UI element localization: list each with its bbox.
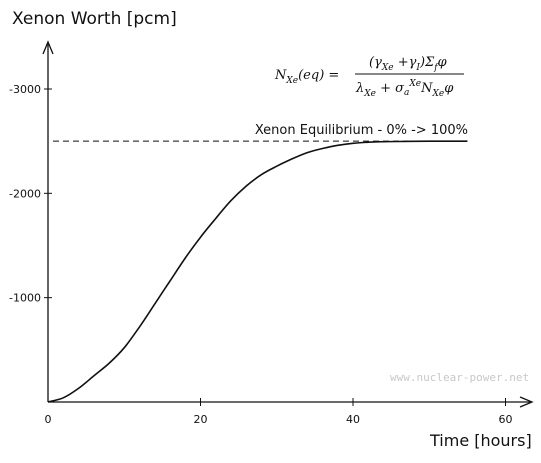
equilibrium-label: Xenon Equilibrium - 0% -> 100% (255, 123, 468, 138)
y-ticks: -1000 -2000 -3000 (9, 83, 52, 305)
chart-title: Xenon Worth [pcm] (12, 9, 177, 29)
y-axis-arrowhead (42, 40, 54, 55)
y-tick-label: -2000 (9, 187, 41, 200)
x-tick-label: 20 (194, 413, 208, 426)
watermark: www.nuclear-power.net (390, 371, 529, 384)
svg-text:NXe(eq) =: NXe(eq) = (274, 68, 339, 86)
y-tick-label: -3000 (9, 83, 41, 96)
x-tick-label: 0 (45, 413, 52, 426)
y-tick-label: -1000 (9, 292, 41, 305)
y-axis (42, 40, 54, 402)
x-axis-label: Time [hours] (429, 431, 532, 450)
x-ticks: 0 20 40 60 (45, 398, 513, 426)
x-tick-label: 60 (499, 413, 513, 426)
x-tick-label: 40 (346, 413, 360, 426)
xenon-worth-series-line (47, 140, 468, 403)
x-axis-arrowhead (519, 396, 534, 408)
equilibrium-formula: NXe(eq) = (γXe +γI)Σfφ λXe + σaXeNXeφ (274, 55, 464, 99)
svg-text:λXe + σaXeNXeφ: λXe + σaXeNXeφ (355, 79, 454, 99)
x-axis (48, 396, 534, 408)
svg-text:(γXe +γI)Σfφ: (γXe +γI)Σfφ (369, 55, 448, 73)
